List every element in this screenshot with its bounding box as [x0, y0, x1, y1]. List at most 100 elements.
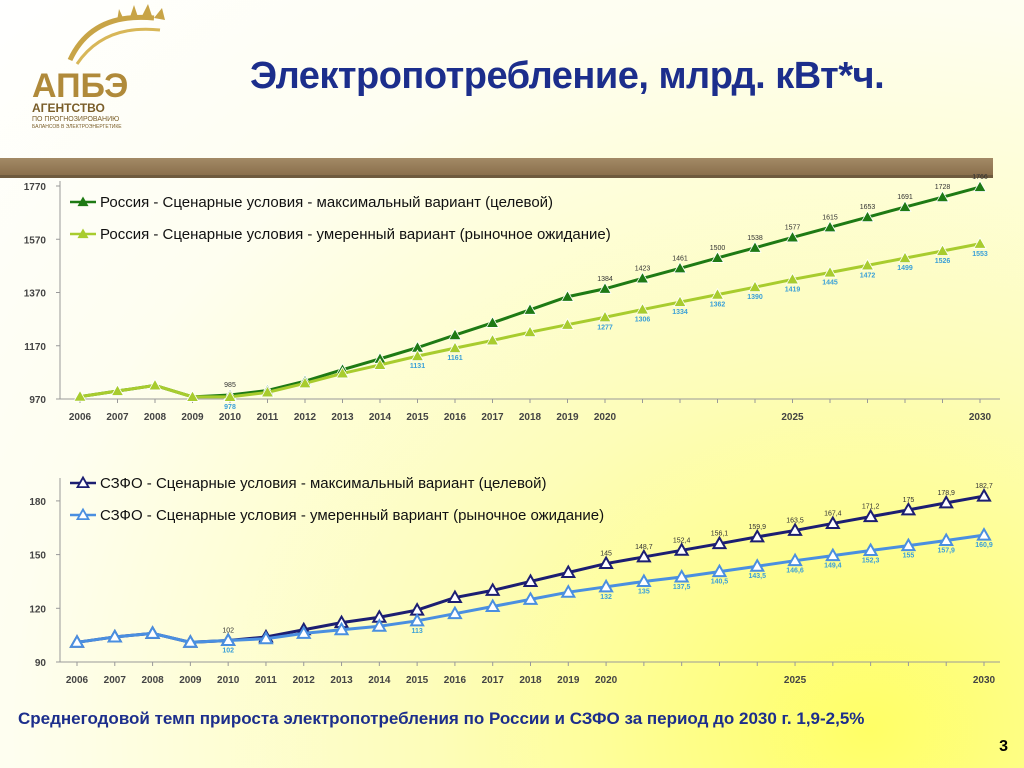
- x-tick-label: 2020: [595, 675, 618, 686]
- data-label: 1500: [710, 245, 726, 252]
- data-point: [484, 582, 501, 596]
- data-point: [673, 568, 690, 583]
- y-tick-label: 180: [29, 497, 46, 508]
- y-tick-label: 1170: [24, 342, 46, 353]
- x-tick-label: 2009: [179, 675, 202, 686]
- data-label: 1615: [822, 214, 838, 221]
- data-label: 145: [600, 551, 612, 558]
- x-tick-label: 2013: [330, 675, 353, 686]
- data-point: [485, 316, 500, 328]
- data-label: 1390: [747, 294, 763, 301]
- x-tick-label: 2025: [784, 675, 807, 686]
- data-point: [711, 535, 728, 550]
- growth-rate-note: Среднегодовой темп прироста электропотре…: [18, 709, 865, 728]
- data-label: 1577: [785, 224, 801, 231]
- data-point: [448, 328, 462, 341]
- data-point: [787, 552, 803, 567]
- szfo-consumption-chart: 90 120 150 180 2006 2007 2008 2009 2010 2011 2012 2…: [29, 475, 1000, 686]
- data-point: [860, 210, 875, 223]
- page-number: 3: [999, 738, 1008, 755]
- data-point: [938, 494, 954, 509]
- data-point: [636, 548, 652, 563]
- legend-marker: [75, 507, 91, 521]
- data-point: [862, 508, 879, 523]
- logo-line2: ПО ПРОГНОЗИРОВАНИЮ: [32, 116, 119, 123]
- data-point: [900, 537, 917, 552]
- data-point: [598, 578, 614, 593]
- data-point: [298, 376, 312, 389]
- data-point: [523, 303, 537, 315]
- data-point: [787, 522, 803, 536]
- data-label: 102: [222, 628, 234, 635]
- y-tick-label: 1770: [24, 182, 47, 193]
- data-label: 1384: [597, 276, 613, 283]
- data-point: [973, 236, 987, 249]
- data-label: 1306: [635, 317, 651, 324]
- data-point: [223, 390, 237, 402]
- data-label: 1766: [972, 174, 988, 181]
- data-point: [182, 634, 199, 648]
- data-point: [598, 281, 612, 294]
- data-point: [976, 488, 992, 502]
- data-label: 156,1: [711, 531, 729, 538]
- data-point: [185, 390, 200, 402]
- data-label: 149,4: [824, 563, 842, 570]
- data-label: 1423: [635, 265, 651, 272]
- data-point: [485, 333, 500, 346]
- legend-label: СЗФО - Сценарные условия - умеренный вар…: [100, 507, 604, 524]
- x-tick-label: 2012: [294, 412, 317, 423]
- legend-label: Россия - Сценарные условия - максимальны…: [100, 194, 553, 211]
- data-label: 167,4: [824, 510, 842, 517]
- logo-abbr: АПБЭ: [32, 67, 128, 105]
- x-tick-label: 2019: [557, 675, 580, 686]
- data-label: 102: [222, 648, 234, 655]
- data-label: 159,9: [748, 524, 766, 531]
- data-point: [673, 542, 690, 556]
- data-point: [636, 573, 652, 587]
- data-label: 1334: [672, 309, 688, 316]
- data-label: 985: [224, 382, 236, 389]
- data-point: [673, 261, 687, 274]
- data-label: 182,7: [975, 483, 993, 490]
- data-label: 178,9: [937, 490, 955, 497]
- data-point: [976, 527, 992, 541]
- data-point: [560, 289, 575, 302]
- data-label: 1728: [935, 184, 951, 191]
- data-point: [673, 295, 687, 307]
- series-line: [79, 185, 981, 399]
- header-divider-shadow: [0, 175, 993, 178]
- data-point: [935, 190, 950, 203]
- data-label: 1526: [935, 258, 951, 265]
- data-point: [560, 584, 577, 598]
- data-label: 1691: [897, 194, 913, 201]
- x-tick-label: 2007: [106, 412, 129, 423]
- data-point: [333, 621, 350, 636]
- data-point: [598, 310, 612, 323]
- data-point: [749, 528, 765, 543]
- legend-marker: [77, 228, 89, 239]
- x-tick-label: 2009: [181, 412, 204, 423]
- data-label: 135: [638, 588, 650, 595]
- data-label: 1653: [860, 204, 876, 211]
- data-point: [484, 598, 501, 613]
- data-label: 152,3: [862, 557, 880, 564]
- x-tick-label: 2030: [973, 675, 996, 686]
- data-point: [710, 287, 725, 300]
- data-label: 1277: [597, 324, 613, 331]
- data-point: [935, 244, 950, 256]
- data-label: 171,2: [862, 504, 880, 511]
- data-label: 163,5: [786, 517, 804, 524]
- data-label: 1161: [447, 355, 462, 362]
- x-tick-label: 2006: [69, 412, 92, 423]
- data-point: [635, 302, 650, 315]
- data-point: [110, 384, 125, 396]
- data-point: [635, 271, 650, 284]
- data-point: [860, 258, 875, 271]
- x-tick-label: 2008: [141, 675, 164, 686]
- y-tick-label: 120: [29, 604, 46, 615]
- x-tick-label: 2010: [217, 675, 240, 686]
- x-tick-label: 2016: [444, 412, 467, 423]
- data-label: 143,5: [748, 573, 766, 580]
- data-point: [371, 618, 388, 632]
- data-point: [144, 625, 161, 639]
